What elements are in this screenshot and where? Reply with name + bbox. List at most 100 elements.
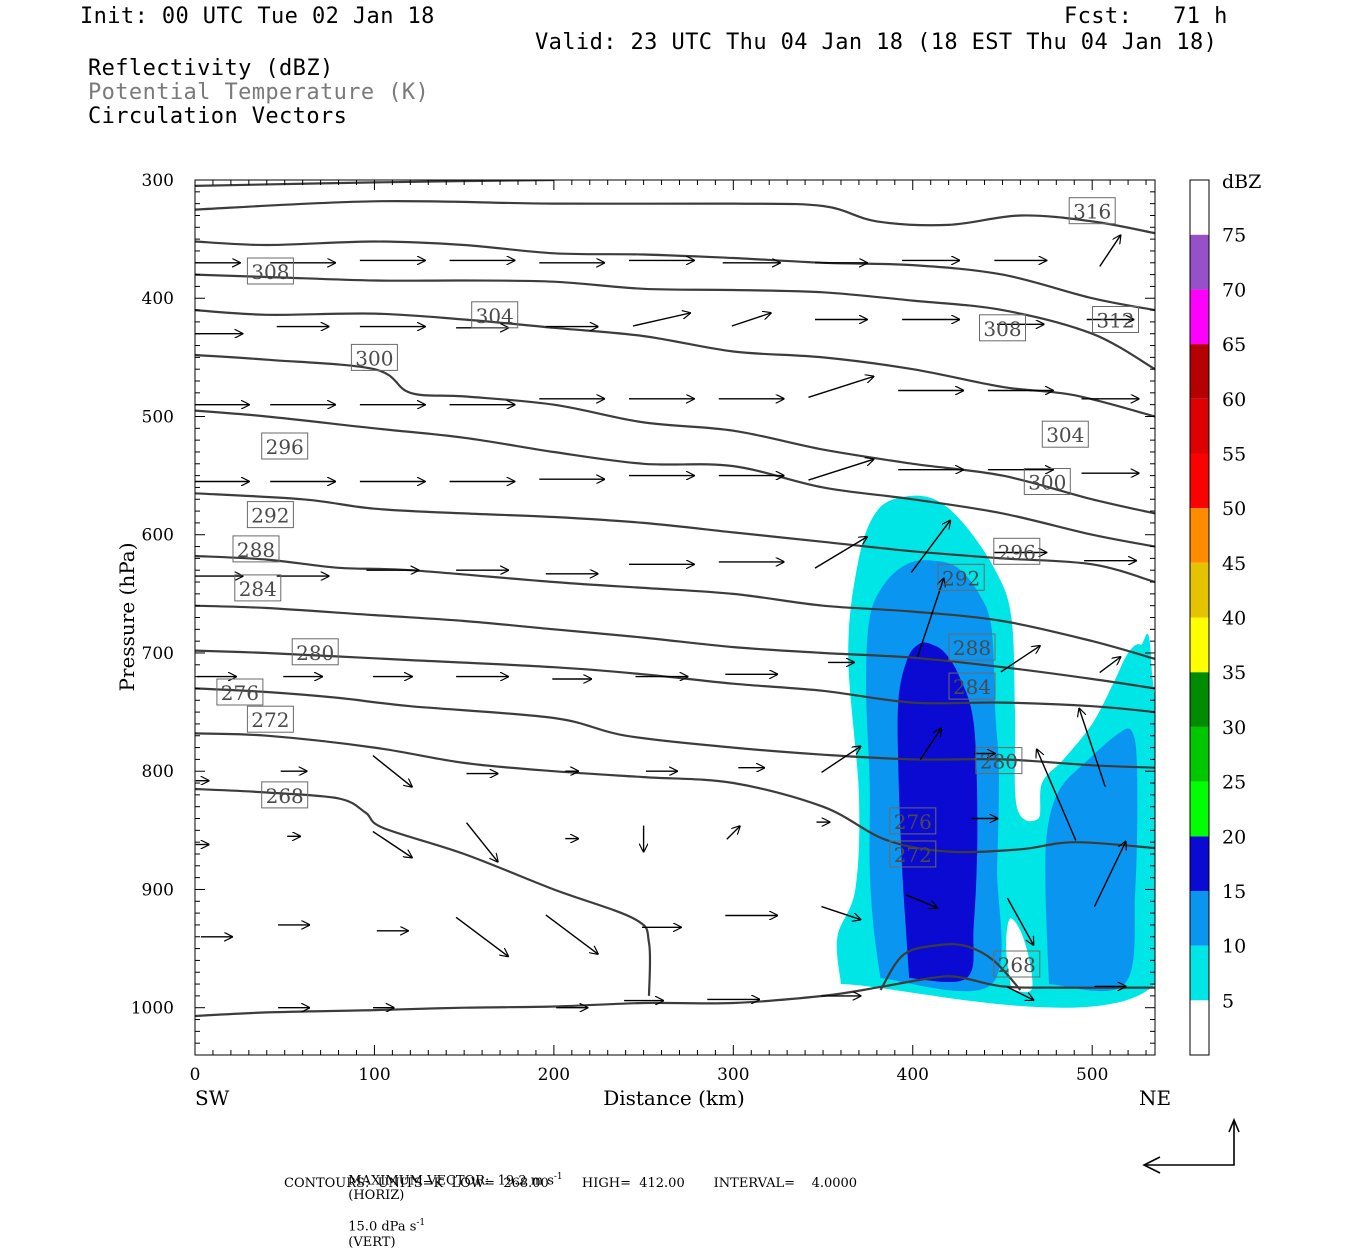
reflectivity-region-10dbz [1045,728,1138,992]
theta-contour-label: 300 [350,343,398,371]
theta-contour-label: 308 [979,314,1026,342]
circulation-vector [919,728,941,760]
max-vector-vert: 15.0 dPa s [348,1219,417,1235]
contour-info-note: CONTOURS: UNITS=K LOW= 268.00 HIGH= 412.… [284,1176,858,1191]
colorbar-tick-label: 45 [1222,553,1246,575]
theta-label-text: 272 [894,843,932,867]
theta-contour-272 [195,787,652,996]
theta-label-text: 300 [355,346,393,370]
theta-label-text: 276 [894,810,932,834]
colorbar-tick-label: 55 [1222,443,1246,465]
colorbar-tick-label: 15 [1222,881,1246,903]
maximum-vector-note: MAXIMUM VECTOR: 19.2 m s-1 (HORIZ) 15.0 … [340,1157,563,1250]
y-tick-label: 500 [142,407,174,427]
y-tick-label: 900 [142,880,174,900]
colorbar-segment [1190,1000,1209,1055]
theta-contour-label: 292 [246,501,294,529]
theta-contour-280 [195,687,1155,769]
reflectivity-region-15dbz [897,642,978,983]
circulation-vector [905,894,937,908]
unit-exponent: -1 [553,1172,563,1182]
circulation-vector [731,313,771,327]
max-vector-horiz: MAXIMUM VECTOR: 19.2 m s [348,1173,554,1189]
circulation-vector [1079,709,1106,787]
circulation-vector [465,822,498,862]
circulation-vector [808,377,874,398]
circulation-vector [1093,842,1126,907]
reference-vector-icon [1142,1117,1240,1174]
theta-label-text: 288 [237,538,275,562]
theta-label-text: 308 [251,260,289,284]
field-potential-temperature: Potential Temperature (K) [88,80,430,105]
theta-contour-288 [195,604,1155,690]
y-tick-label: 300 [142,171,174,191]
circulation-vector [808,459,874,481]
theta-contour-label: 272 [246,705,294,733]
x-axis-right-direction: NE [1139,1086,1171,1110]
theta-label-text: 276 [221,681,259,705]
colorbar-segment [1190,508,1209,563]
theta-label-text: 272 [251,708,289,732]
theta-label-text: 300 [1028,471,1066,495]
colorbar-segment [1190,344,1209,399]
theta-label-text: 292 [942,566,980,590]
theta-contour-label: 276 [889,807,937,835]
colorbar-frame [1189,179,1210,1056]
colorbar-tick-label: 75 [1222,225,1246,247]
colorbar-segment [1190,398,1209,454]
colorbar-segment [1190,562,1209,618]
circulation-vector [1000,646,1040,673]
reflectivity-gap [1006,918,1033,993]
x-tick-label: 200 [538,1065,570,1085]
colorbar-segment [1190,234,1209,290]
y-tick-label: 1000 [131,999,174,1019]
theta-contour-label: 272 [889,840,937,868]
colorbar-segment [1190,890,1209,946]
theta-contour-312 [195,273,1155,371]
theta-contour-304 [195,353,1155,515]
colorbar-tick-label: 25 [1222,772,1246,794]
theta-contour-label: 304 [1041,420,1089,448]
circulation-vector [821,905,861,920]
valid-time: Valid: 23 UTC Thu 04 Jan 18 (18 EST Thu … [535,30,1218,55]
circulation-vector [372,830,412,858]
theta-contour-label: 296 [261,432,309,460]
theta-contour-label: 276 [216,678,264,706]
colorbar-tick-label: 20 [1222,826,1246,848]
y-axis-label: Pressure (hPa) [115,543,139,692]
theta-label-text: 268 [998,953,1036,977]
circulation-vector [1037,749,1077,841]
theta-label-text: 284 [953,675,991,699]
theta-label-text: 284 [239,577,277,601]
colorbar-segment [1190,617,1209,673]
theta-label-text: 316 [1073,200,1111,224]
colorbar-segment [1190,289,1209,345]
circulation-vector [545,914,598,954]
theta-label-text: 268 [266,784,304,808]
colorbar-tick-label: 35 [1222,662,1246,684]
colorbar-tick-label: 10 [1222,936,1246,958]
cross-section-chart: 268 268 272 272 276 276 280 280 284 284 288 288 292 2… [115,171,1261,1174]
theta-contour-label: 312 [1092,306,1139,333]
theta-label-text: 280 [296,641,334,665]
theta-contour-276 [195,732,1155,854]
colorbar-tick-label: 70 [1222,279,1246,301]
colorbar-unit-label: dBZ [1222,171,1261,193]
colorbar-tick-label: 65 [1222,334,1246,356]
x-tick-label: 300 [717,1065,749,1085]
colorbar-segment [1190,453,1209,509]
colorbar-segment [1190,836,1209,891]
y-tick-label: 600 [142,526,174,546]
theta-label-text: 296 [266,435,304,459]
theta-label-text: 312 [1096,309,1134,333]
theta-contour-label: 284 [948,672,996,700]
theta-label-text: 308 [983,317,1021,341]
circulation-vector [726,826,740,840]
theta-contour-label: 280 [975,747,1023,775]
circulation-vector [372,755,412,787]
forecast-hour: Fcst: 71 h [1064,4,1228,29]
circulation-vector [1007,986,1033,1000]
theta-contour-label: 316 [1068,197,1116,225]
x-tick-label: 0 [190,1065,201,1085]
x-tick-label: 100 [358,1065,390,1085]
